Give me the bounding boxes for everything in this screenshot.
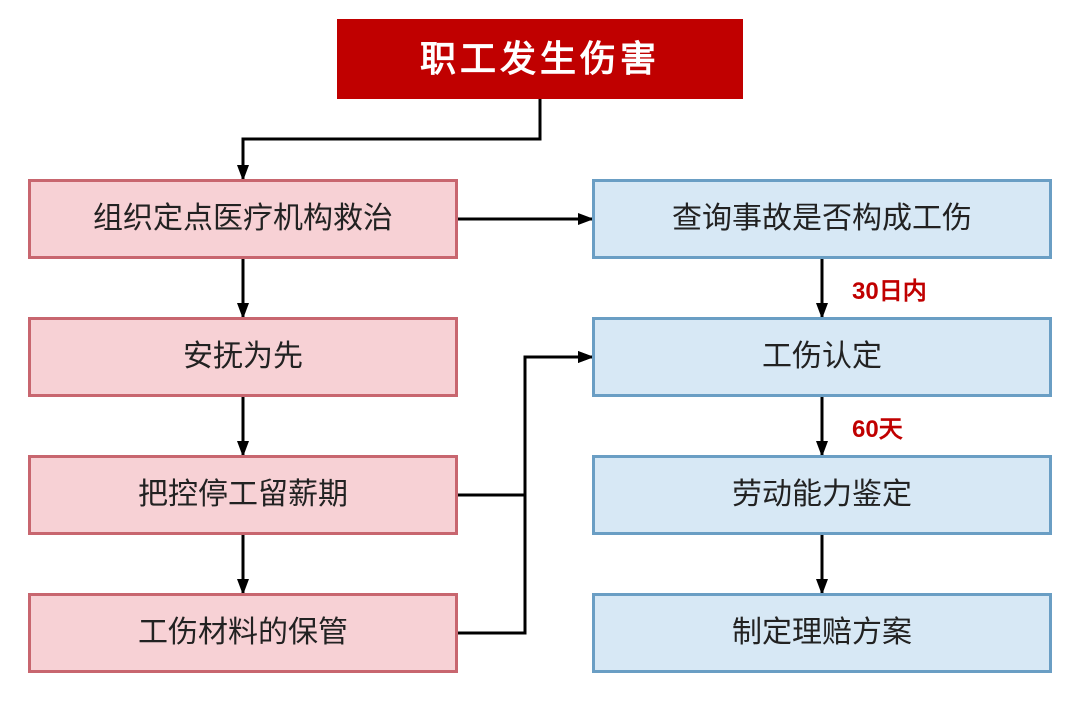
node-check: 查询事故是否构成工伤 <box>592 179 1052 259</box>
node-plan-label: 制定理赔方案 <box>732 615 912 651</box>
node-identify-label: 工伤认定 <box>762 339 882 375</box>
node-treat: 组织定点医疗机构救治 <box>28 179 458 259</box>
node-identify: 工伤认定 <box>592 317 1052 397</box>
node-assess: 劳动能力鉴定 <box>592 455 1052 535</box>
node-comfort-label: 安抚为先 <box>183 339 303 375</box>
node-start-label: 职工发生伤害 <box>420 37 660 80</box>
edge-label: 30日内 <box>852 271 927 306</box>
node-keep-label: 工伤材料的保管 <box>138 615 348 651</box>
node-check-label: 查询事故是否构成工伤 <box>672 201 972 237</box>
flowchart-canvas: 职工发生伤害组织定点医疗机构救治安抚为先把控停工留薪期工伤材料的保管 查询事故是否… <box>0 0 1080 727</box>
node-plan: 制定理赔方案 <box>592 593 1052 673</box>
node-assess-label: 劳动能力鉴定 <box>732 477 912 513</box>
node-treat-label: 组织定点医疗机构救治 <box>93 201 393 237</box>
node-leave: 把控停工留薪期 <box>28 455 458 535</box>
node-leave-label: 把控停工留薪期 <box>138 477 348 513</box>
node-comfort: 安抚为先 <box>28 317 458 397</box>
node-keep: 工伤材料的保管 <box>28 593 458 673</box>
node-start: 职工发生伤害 <box>337 19 743 99</box>
edge-label: 60天 <box>852 409 903 444</box>
